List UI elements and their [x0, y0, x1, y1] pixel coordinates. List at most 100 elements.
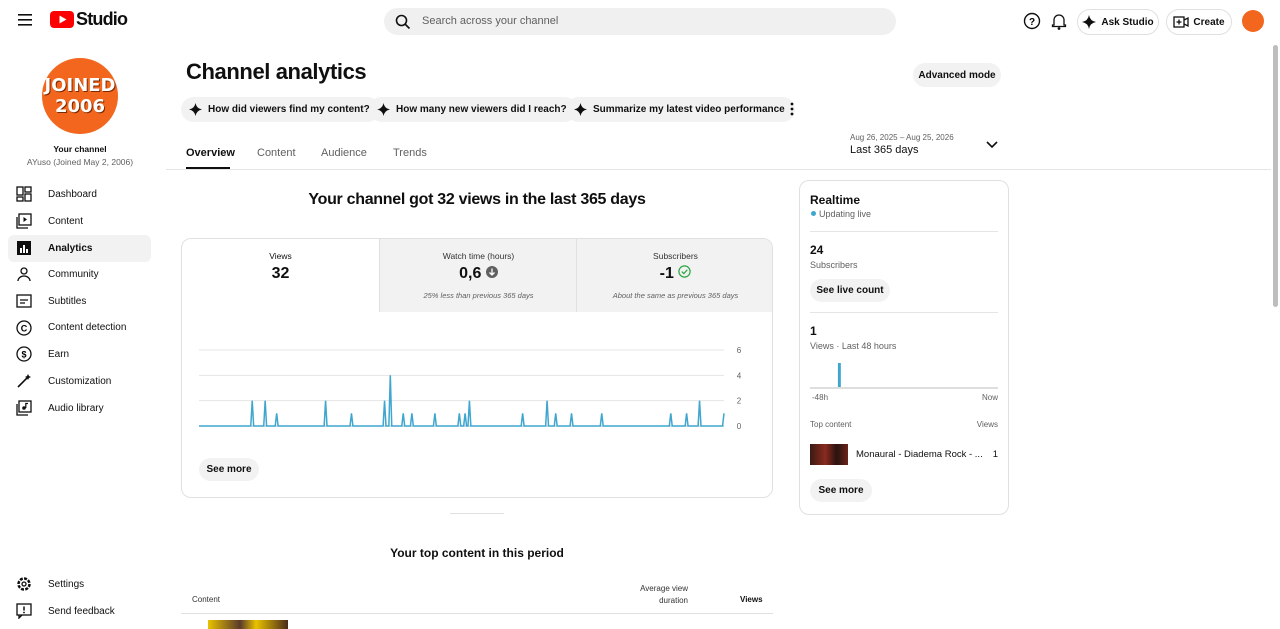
- avatar-line: 2006: [54, 96, 106, 117]
- tab[interactable]: Trends: [393, 147, 427, 159]
- nav-item[interactable]: Content detection: [48, 322, 127, 333]
- period-selector[interactable]: Last 365 days: [850, 144, 919, 156]
- channel-name: AYuso (Joined May 2, 2006): [26, 157, 134, 167]
- nav-icon: [16, 186, 32, 202]
- svg-text:C: C: [21, 324, 28, 334]
- logo-icon[interactable]: [50, 11, 74, 28]
- see-more-button[interactable]: See more: [810, 479, 872, 502]
- suggestion-chip[interactable]: How did viewers find my content?: [181, 97, 380, 122]
- metric-tab[interactable]: Subscribers -1 About the same as previou…: [576, 239, 772, 312]
- check-icon: [678, 265, 692, 278]
- nav-icon: [16, 400, 32, 416]
- channel-avatar[interactable]: JOINED 2006: [42, 58, 118, 134]
- column-header: Average view duration: [640, 584, 688, 605]
- nav-item[interactable]: Community: [48, 269, 99, 280]
- nav-item[interactable]: Content: [48, 216, 84, 227]
- metric-note: About the same as previous 365 days: [612, 291, 739, 300]
- see-more-button[interactable]: See more: [199, 458, 259, 481]
- divider: [810, 231, 998, 232]
- svg-text:$: $: [21, 350, 26, 360]
- dropdown-icon[interactable]: [986, 141, 998, 149]
- active-nav-bg: [8, 235, 151, 262]
- chip-label: How did viewers find my content?: [208, 104, 370, 115]
- tab[interactable]: Overview: [186, 147, 235, 159]
- nav-icon: $: [16, 346, 32, 362]
- section-title: Your top content in this period: [390, 546, 564, 560]
- channel-label: Your channel: [53, 144, 107, 154]
- nav-item[interactable]: Analytics: [48, 243, 93, 254]
- tab[interactable]: Content: [257, 147, 296, 159]
- menu-icon[interactable]: [18, 14, 32, 26]
- nav-item[interactable]: Subtitles: [48, 296, 87, 307]
- metric-tab[interactable]: Views 32: [182, 239, 379, 312]
- account-avatar[interactable]: [1242, 10, 1264, 32]
- views-chart: 0246Aug 26, 2...Oct 26, 2025Dec 25, 2025…: [199, 346, 742, 431]
- nav-item[interactable]: Customization: [48, 376, 112, 387]
- summary-headline: Your channel got 32 views in the last 36…: [308, 191, 646, 208]
- suggestion-chip[interactable]: Summarize my latest video performance: [566, 97, 795, 122]
- column-header: Content: [192, 595, 221, 604]
- see-live-count-button[interactable]: See live count: [810, 279, 890, 302]
- metric-tab[interactable]: Watch time (hours) 0,6 25% less than pre…: [379, 239, 577, 312]
- create-label: Create: [1193, 16, 1225, 28]
- nav-icon: [16, 213, 32, 229]
- chip-label: Summarize my latest video performance: [593, 104, 785, 115]
- subscriber-label: Subscribers: [810, 260, 858, 270]
- views-column: Views: [976, 420, 998, 429]
- live-dot: [811, 211, 816, 216]
- scrollbar[interactable]: [1273, 45, 1278, 307]
- x-tick-label: -48h: [812, 393, 829, 402]
- ask-studio-button[interactable]: Ask Studio: [1077, 9, 1159, 35]
- metric-value: 0,6: [459, 265, 482, 282]
- realtime-status: Updating live: [819, 209, 872, 219]
- realtime-card: Realtime Updating live 24 Subscribers Se…: [799, 180, 1009, 515]
- advanced-mode-button[interactable]: Advanced mode: [913, 63, 1001, 87]
- divider: [450, 513, 504, 514]
- svg-text:?: ?: [1029, 17, 1035, 28]
- tab[interactable]: Audience: [321, 147, 367, 159]
- metric-value: -1: [659, 265, 674, 282]
- nav-item[interactable]: Settings: [48, 579, 85, 590]
- search-placeholder: Search across your channel: [422, 15, 559, 27]
- views-count: 1: [810, 324, 817, 338]
- sparkle-icon: [377, 103, 390, 116]
- tab-divider: [166, 169, 1271, 170]
- thumbnail[interactable]: [810, 444, 848, 465]
- nav-item[interactable]: Send feedback: [48, 606, 115, 617]
- avatar-line: JOINED: [44, 75, 116, 96]
- content-views: 1: [992, 449, 998, 460]
- metric-label: Views: [269, 251, 292, 261]
- down-icon: [485, 266, 498, 278]
- sparkle-icon: [1082, 15, 1097, 29]
- help-icon[interactable]: ?: [1023, 12, 1041, 30]
- tab-indicator: [186, 167, 230, 169]
- create-icon: [1173, 16, 1190, 28]
- page-title: Channel analytics: [186, 59, 367, 84]
- realtime-chart: [810, 363, 998, 389]
- thumbnail[interactable]: [208, 620, 288, 629]
- metric-label: Watch time (hours): [442, 251, 515, 261]
- date-range: Aug 26, 2025 – Aug 25, 2026: [850, 133, 954, 142]
- sparkle-icon: [189, 103, 202, 116]
- nav-icon: [17, 577, 31, 591]
- button-label: See live count: [816, 285, 884, 296]
- ask-studio-label: Ask Studio: [1101, 16, 1154, 28]
- suggestion-chip[interactable]: How many new viewers did I reach?: [369, 97, 577, 122]
- chart-card: Views 32 Watch time (hours) 0,6 25% less…: [181, 238, 773, 498]
- nav-icon: [16, 603, 32, 619]
- nav-item[interactable]: Dashboard: [48, 189, 97, 200]
- button-label: See more: [206, 464, 252, 475]
- create-button[interactable]: Create: [1166, 9, 1232, 35]
- sparkle-icon: [574, 103, 587, 116]
- nav-icon: [16, 294, 32, 308]
- nav-icon: [17, 241, 31, 255]
- more-icon[interactable]: [789, 101, 795, 117]
- nav-item[interactable]: Earn: [48, 349, 70, 360]
- search-bar[interactable]: Search across your channel: [384, 8, 896, 35]
- y-tick-label: 6: [737, 346, 742, 355]
- notifications-icon[interactable]: [1051, 12, 1067, 30]
- nav-item[interactable]: Audio library: [48, 403, 104, 414]
- logo-text[interactable]: Studio: [76, 9, 128, 29]
- content-title[interactable]: Monaural - Diadema Rock - ...: [856, 449, 983, 460]
